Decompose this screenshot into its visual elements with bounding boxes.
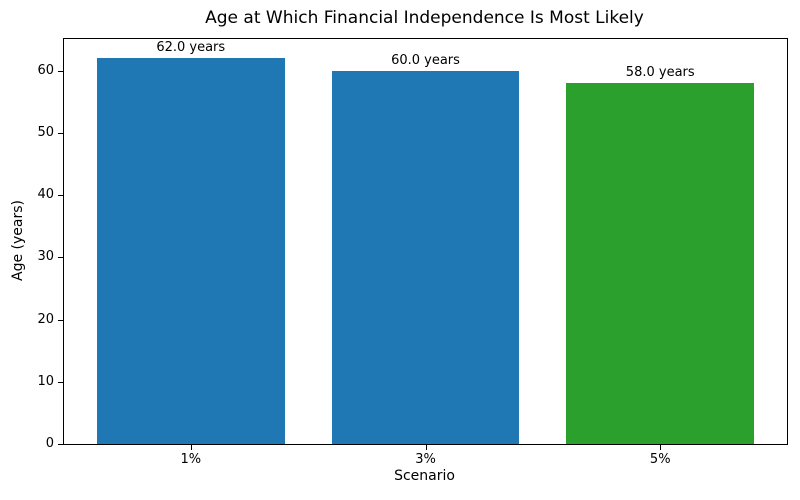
- y-tick-label: 0: [45, 436, 54, 451]
- chart-title: Age at Which Financial Independence Is M…: [205, 8, 644, 28]
- bar: [96, 58, 285, 444]
- y-tick-label: 60: [37, 62, 54, 78]
- y-tick-mark: [58, 132, 63, 134]
- bar-value-label: 58.0 years: [625, 65, 695, 81]
- bar: [331, 70, 520, 444]
- x-tick-mark: [425, 445, 427, 450]
- x-tick-mark: [660, 445, 662, 450]
- y-tick-label: 10: [37, 373, 54, 389]
- y-tick-label: 50: [37, 124, 54, 140]
- y-tick-mark: [58, 319, 63, 321]
- x-tick-label: 1%: [180, 452, 202, 467]
- y-tick-label: 20: [37, 311, 54, 327]
- y-tick-mark: [58, 444, 63, 445]
- x-tick-mark: [190, 445, 192, 450]
- bar-value-label: 60.0 years: [391, 52, 460, 68]
- bar-value-label: 62.0 years: [156, 40, 226, 56]
- y-tick-label: 40: [37, 187, 54, 203]
- y-tick-mark: [58, 381, 63, 383]
- y-tick-mark: [58, 195, 63, 197]
- y-tick-label: 30: [37, 249, 54, 265]
- x-axis-label: Scenario: [394, 468, 455, 484]
- y-tick-mark: [58, 257, 63, 259]
- plot-area: 0 10 20 30 40 50 60 62.0 years 1% 60.0 years 3% 58.…: [37, 38, 788, 467]
- x-tick-label: 5%: [649, 452, 671, 467]
- bar: [566, 83, 755, 444]
- x-tick-label: 3%: [415, 452, 436, 467]
- y-tick-mark: [58, 70, 63, 72]
